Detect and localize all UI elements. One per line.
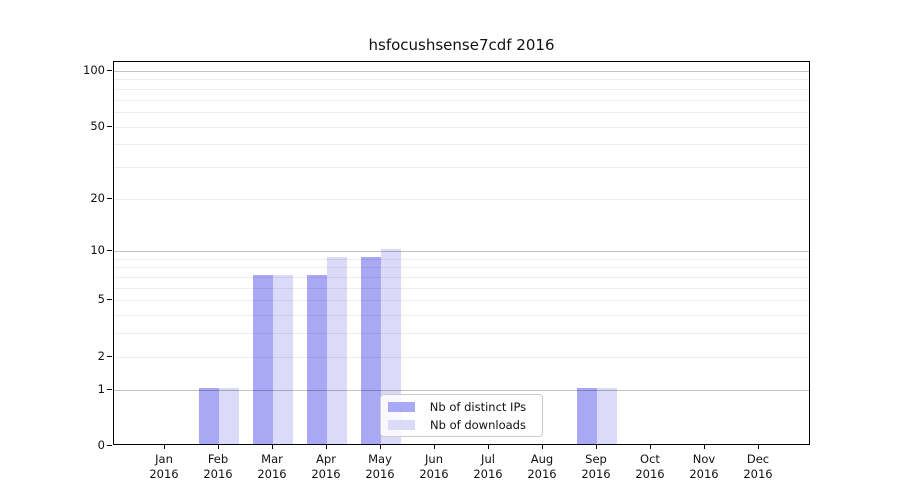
gridline-minor-20	[114, 198, 809, 200]
legend-swatch-distinct-ips	[388, 401, 415, 412]
bar-downloads-sep-2016	[597, 387, 617, 444]
x-tick-mark-jul	[488, 445, 489, 449]
x-tick-mark-feb	[218, 445, 219, 449]
legend: Nb of distinct IPs Nb of downloads	[380, 394, 543, 437]
x-tick-mark-dec	[758, 445, 759, 449]
y-tick-label-2: 2	[97, 348, 105, 363]
gridline-minor-6	[114, 287, 809, 289]
legend-item-distinct-ips: Nb of distinct IPs	[388, 400, 534, 414]
y-tick-label-0: 0	[97, 438, 105, 452]
y-tick-mark-1	[107, 388, 112, 390]
y-tick-mark-2	[107, 355, 112, 357]
gridline-minor-40	[114, 144, 809, 146]
x-tick-mark-sep	[596, 445, 597, 449]
y-tick-label-50: 50	[90, 118, 105, 133]
gridline-minor-80	[114, 88, 809, 90]
bar-downloads-feb-2016	[219, 387, 239, 444]
bar-distinct-ips-feb-2016	[199, 387, 219, 444]
bar-distinct-ips-mar-2016	[253, 275, 273, 444]
y-tick-label-5: 5	[97, 292, 105, 307]
y-tick-mark-20	[107, 197, 112, 199]
x-tick-mark-jan	[164, 445, 165, 449]
x-tick-label-aug: Aug 2016	[527, 452, 557, 481]
x-tick-label-may: May 2016	[365, 452, 395, 481]
x-tick-mark-nov	[704, 445, 705, 449]
plot-area	[113, 61, 810, 445]
bar-distinct-ips-sep-2016	[577, 387, 597, 444]
gridline-minor-4	[114, 315, 809, 317]
chart-title: hsfocushsense7cdf 2016	[368, 36, 555, 54]
x-tick-label-feb: Feb 2016	[203, 452, 233, 481]
x-tick-mark-may	[380, 445, 381, 449]
gridline-minor-50	[114, 126, 809, 128]
gridline-major-1	[114, 389, 809, 391]
gridline-minor-7	[114, 277, 809, 279]
y-tick-label-100: 100	[83, 63, 105, 77]
y-tick-mark-100	[107, 70, 112, 71]
x-tick-label-jul: Jul 2016	[473, 452, 503, 481]
x-tick-mark-oct	[650, 445, 651, 449]
x-tick-label-jan: Jan 2016	[149, 452, 179, 481]
bar-downloads-mar-2016	[273, 275, 293, 444]
gridline-major-10	[114, 251, 809, 253]
gridline-minor-8	[114, 267, 809, 269]
legend-swatch-downloads	[388, 419, 415, 430]
x-tick-label-sep: Sep 2016	[581, 452, 611, 481]
x-tick-label-mar: Mar 2016	[257, 452, 287, 481]
x-tick-label-oct: Oct 2016	[635, 452, 665, 481]
legend-item-downloads: Nb of downloads	[388, 418, 534, 432]
gridline-minor-60	[114, 111, 809, 113]
x-tick-label-dec: Dec 2016	[743, 452, 773, 481]
y-tick-label-10: 10	[90, 243, 105, 258]
gridline-minor-2	[114, 356, 809, 358]
gridline-major-100	[114, 71, 809, 72]
x-tick-mark-aug	[542, 445, 543, 449]
gridline-minor-90	[114, 79, 809, 81]
gridline-minor-70	[114, 99, 809, 101]
gridline-minor-5	[114, 300, 809, 302]
gridline-minor-9	[114, 258, 809, 260]
legend-label-downloads: Nb of downloads	[430, 417, 526, 432]
bar-downloads-apr-2016	[327, 256, 347, 444]
y-tick-label-20: 20	[90, 190, 105, 205]
bar-distinct-ips-apr-2016	[307, 275, 327, 444]
y-tick-mark-5	[107, 299, 112, 301]
y-tick-mark-0	[107, 445, 112, 446]
x-tick-label-nov: Nov 2016	[689, 452, 719, 481]
x-tick-label-apr: Apr 2016	[311, 452, 341, 481]
y-tick-mark-50	[107, 125, 112, 127]
y-tick-mark-10	[107, 250, 112, 252]
x-tick-mark-mar	[272, 445, 273, 449]
x-tick-mark-apr	[326, 445, 327, 449]
y-tick-label-1: 1	[97, 381, 105, 396]
legend-label-distinct-ips: Nb of distinct IPs	[429, 399, 527, 414]
gridline-minor-3	[114, 333, 809, 335]
gridline-minor-30	[114, 166, 809, 168]
x-tick-label-jun: Jun 2016	[419, 452, 449, 481]
x-tick-mark-jun	[434, 445, 435, 449]
bar-distinct-ips-may-2016	[361, 256, 381, 444]
